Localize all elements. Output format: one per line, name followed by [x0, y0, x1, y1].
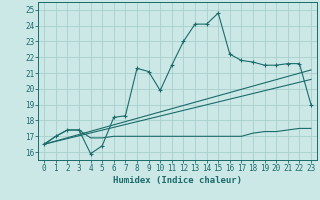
- X-axis label: Humidex (Indice chaleur): Humidex (Indice chaleur): [113, 176, 242, 185]
